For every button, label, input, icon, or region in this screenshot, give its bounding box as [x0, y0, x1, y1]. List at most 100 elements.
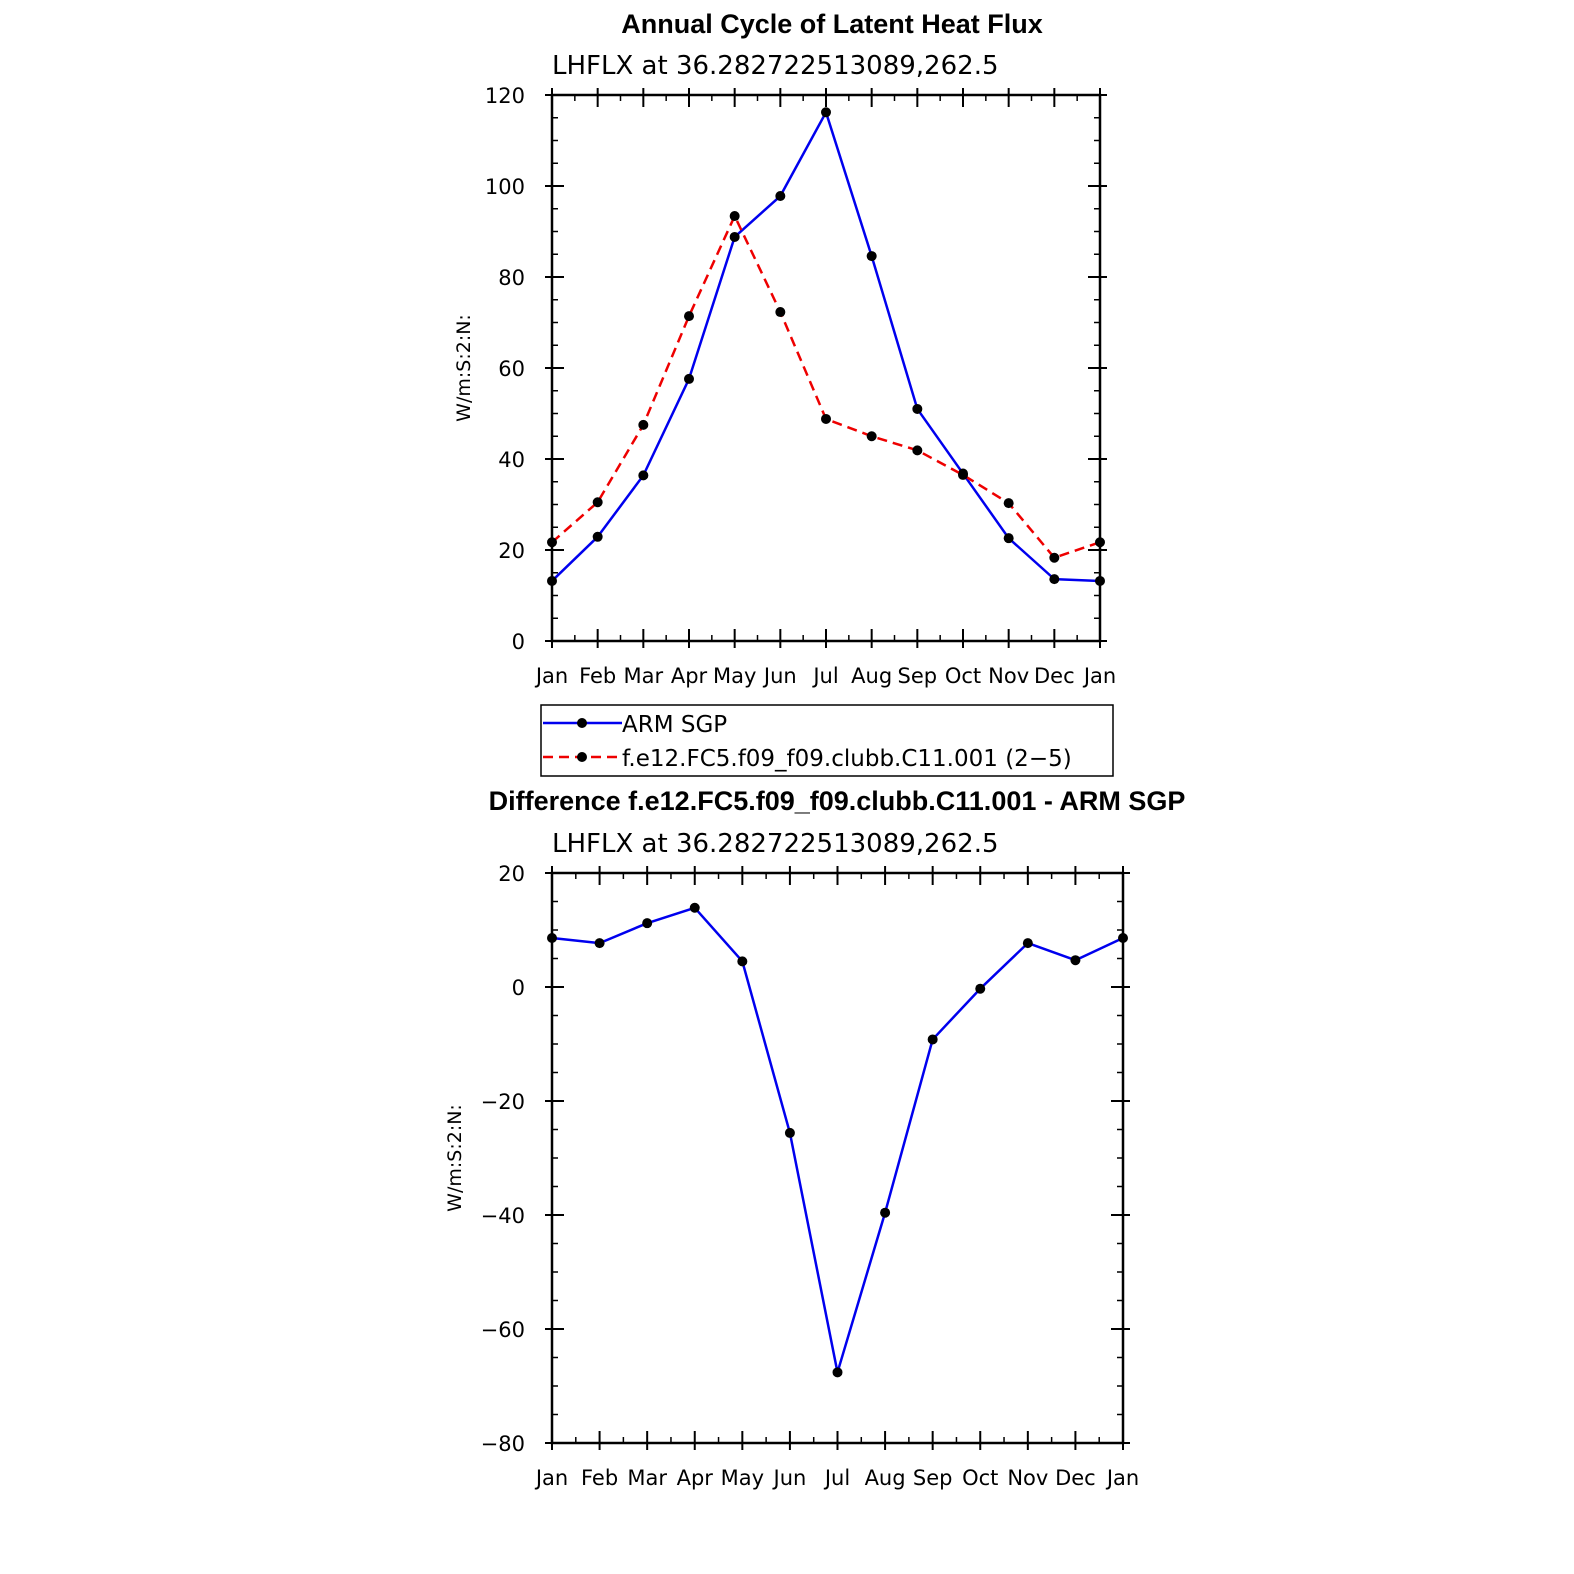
top-series-1-point [547, 537, 557, 548]
top-series-1-point [638, 419, 649, 430]
bottom-y-axis-label: W/m:S:2:N: [444, 1104, 466, 1212]
bottom-x-tick-label: Sep [913, 1466, 953, 1490]
top-series-0-point [775, 191, 786, 202]
top-y-tick-label: 100 [485, 175, 525, 199]
bottom-x-tick-label: Jan [534, 1466, 568, 1490]
bottom-series-0-point [737, 956, 748, 967]
difference-panel: Difference f.e12.FC5.f09_f09.clubb.C11.0… [444, 786, 1185, 1490]
bottom-series-0-point [784, 1127, 795, 1138]
top-x-tick-label: Apr [671, 664, 708, 688]
top-series-line-0 [551, 111, 1101, 583]
legend-label-model: f.e12.FC5.f09_f09.clubb.C11.001 (2−5) [622, 746, 1072, 772]
bottom-series-0-point [547, 932, 557, 943]
top-series-0-point [912, 403, 923, 414]
bottom-x-tick-label: Dec [1055, 1466, 1096, 1490]
top-series-0-point [1003, 533, 1014, 544]
bottom-x-tick-label: Feb [581, 1466, 618, 1490]
top-x-tick-label: Mar [624, 664, 664, 688]
top-series-0-point [1095, 575, 1105, 586]
top-series-0-point [547, 575, 557, 586]
bottom-x-tick-label: Mar [627, 1466, 667, 1490]
bottom-series-0-point [880, 1207, 891, 1218]
top-plot-frame [550, 93, 1102, 643]
bottom-y-tick-label: −40 [481, 1204, 525, 1228]
top-series-1-point [958, 469, 968, 480]
top-series-line-1 [551, 214, 1101, 559]
top-chart-subtitle: LHFLX at 36.282722513089,262.5 [552, 51, 999, 81]
legend-entry-arm-sgp: ARM SGP [543, 712, 727, 738]
bottom-series-0-point [975, 983, 986, 994]
bottom-plot-area: Jan Feb Mar Apr May Jun Jul Aug Sep Oct Nov Dec Jan−… [481, 862, 1140, 1490]
top-series-1-point [729, 211, 740, 222]
top-x-tick-label: Nov [988, 664, 1029, 688]
top-y-tick-label: 0 [512, 630, 525, 654]
legend-label-arm-sgp: ARM SGP [622, 712, 727, 738]
top-series-1-point [912, 445, 923, 456]
top-series-1-point [1095, 537, 1105, 548]
top-x-tick-label: Oct [945, 664, 981, 688]
top-plot-area: Jan Feb Mar Apr May Jun Jul Aug Sep Oct Nov Dec Jan 0… [485, 84, 1116, 688]
top-y-tick-label: 20 [498, 539, 525, 563]
top-y-tick-label: 120 [485, 84, 525, 108]
top-x-tick-label: Jul [811, 664, 838, 688]
top-y-axis-label: W/m:S:2:N: [453, 314, 475, 422]
bottom-series-0-point [832, 1367, 843, 1378]
top-series-1-point [1003, 498, 1014, 509]
bottom-x-tick-label: Aug [865, 1466, 906, 1490]
bottom-series-0-point [927, 1034, 938, 1045]
top-y-tick-label: 80 [498, 266, 525, 290]
top-series-0-point [638, 470, 649, 481]
bottom-x-tick-label: Jul [823, 1466, 850, 1490]
bottom-x-tick-label: Apr [677, 1466, 714, 1490]
top-x-tick-label: Sep [898, 664, 938, 688]
bottom-y-tick-label: 0 [512, 976, 525, 1000]
top-series-0-point [592, 531, 603, 542]
top-x-tick-label: Feb [579, 664, 616, 688]
top-series-1-point [684, 311, 694, 322]
legend-swatch-marker [577, 718, 587, 728]
bottom-chart-subtitle: LHFLX at 36.282722513089,262.5 [552, 829, 999, 859]
bottom-series-0-point [1022, 938, 1033, 949]
bottom-y-tick-label: −20 [481, 1090, 525, 1114]
bottom-series-0-point [689, 902, 700, 913]
top-series-1-point [821, 413, 831, 424]
top-series-0-point [684, 373, 694, 384]
top-x-tick-label: Jan [534, 664, 568, 688]
top-x-tick-label: May [713, 664, 756, 688]
bottom-series-line-0 [551, 906, 1124, 1374]
bottom-y-tick-label: −80 [481, 1432, 525, 1456]
top-series-1-point [775, 307, 786, 318]
legend-entry-model: f.e12.FC5.f09_f09.clubb.C11.001 (2−5) [543, 746, 1072, 772]
bottom-x-tick-label: Jan [1105, 1466, 1139, 1490]
top-series-0-point [1049, 574, 1060, 585]
bottom-x-tick-label: May [721, 1466, 764, 1490]
top-x-tick-label: Jun [762, 664, 797, 688]
legend: ARM SGP f.e12.FC5.f09_f09.clubb.C11.001 … [540, 704, 1114, 777]
legend-box [540, 704, 1114, 777]
top-x-tick-label: Jan [1082, 664, 1116, 688]
bottom-x-tick-label: Nov [1007, 1466, 1048, 1490]
top-series-1-point [866, 431, 877, 442]
top-x-tick-label: Aug [851, 664, 892, 688]
bottom-series-0-point [594, 938, 605, 949]
top-series-0-point [821, 107, 831, 118]
legend-swatch-marker [577, 752, 587, 762]
bottom-chart-title: Difference f.e12.FC5.f09_f09.clubb.C11.0… [489, 786, 1186, 816]
top-x-tick-label: Dec [1034, 664, 1075, 688]
top-series-1-point [1049, 552, 1060, 563]
bottom-y-tick-label: −60 [481, 1318, 525, 1342]
bottom-x-tick-label: Oct [962, 1466, 998, 1490]
bottom-series-0-point [1118, 932, 1128, 943]
bottom-y-tick-label: 20 [498, 862, 525, 886]
top-y-tick-label: 60 [498, 357, 525, 381]
bottom-x-tick-label: Jun [772, 1466, 807, 1490]
bottom-series-0-point [642, 918, 653, 929]
top-series-0-point [866, 251, 877, 262]
bottom-series-0-point [1070, 955, 1081, 966]
annual-cycle-panel: Annual Cycle of Latent Heat Flux LHFLX a… [453, 9, 1116, 688]
top-series-0-point [729, 231, 740, 242]
top-y-tick-label: 40 [498, 448, 525, 472]
top-chart-title: Annual Cycle of Latent Heat Flux [621, 9, 1043, 39]
top-series-1-point [592, 497, 603, 508]
